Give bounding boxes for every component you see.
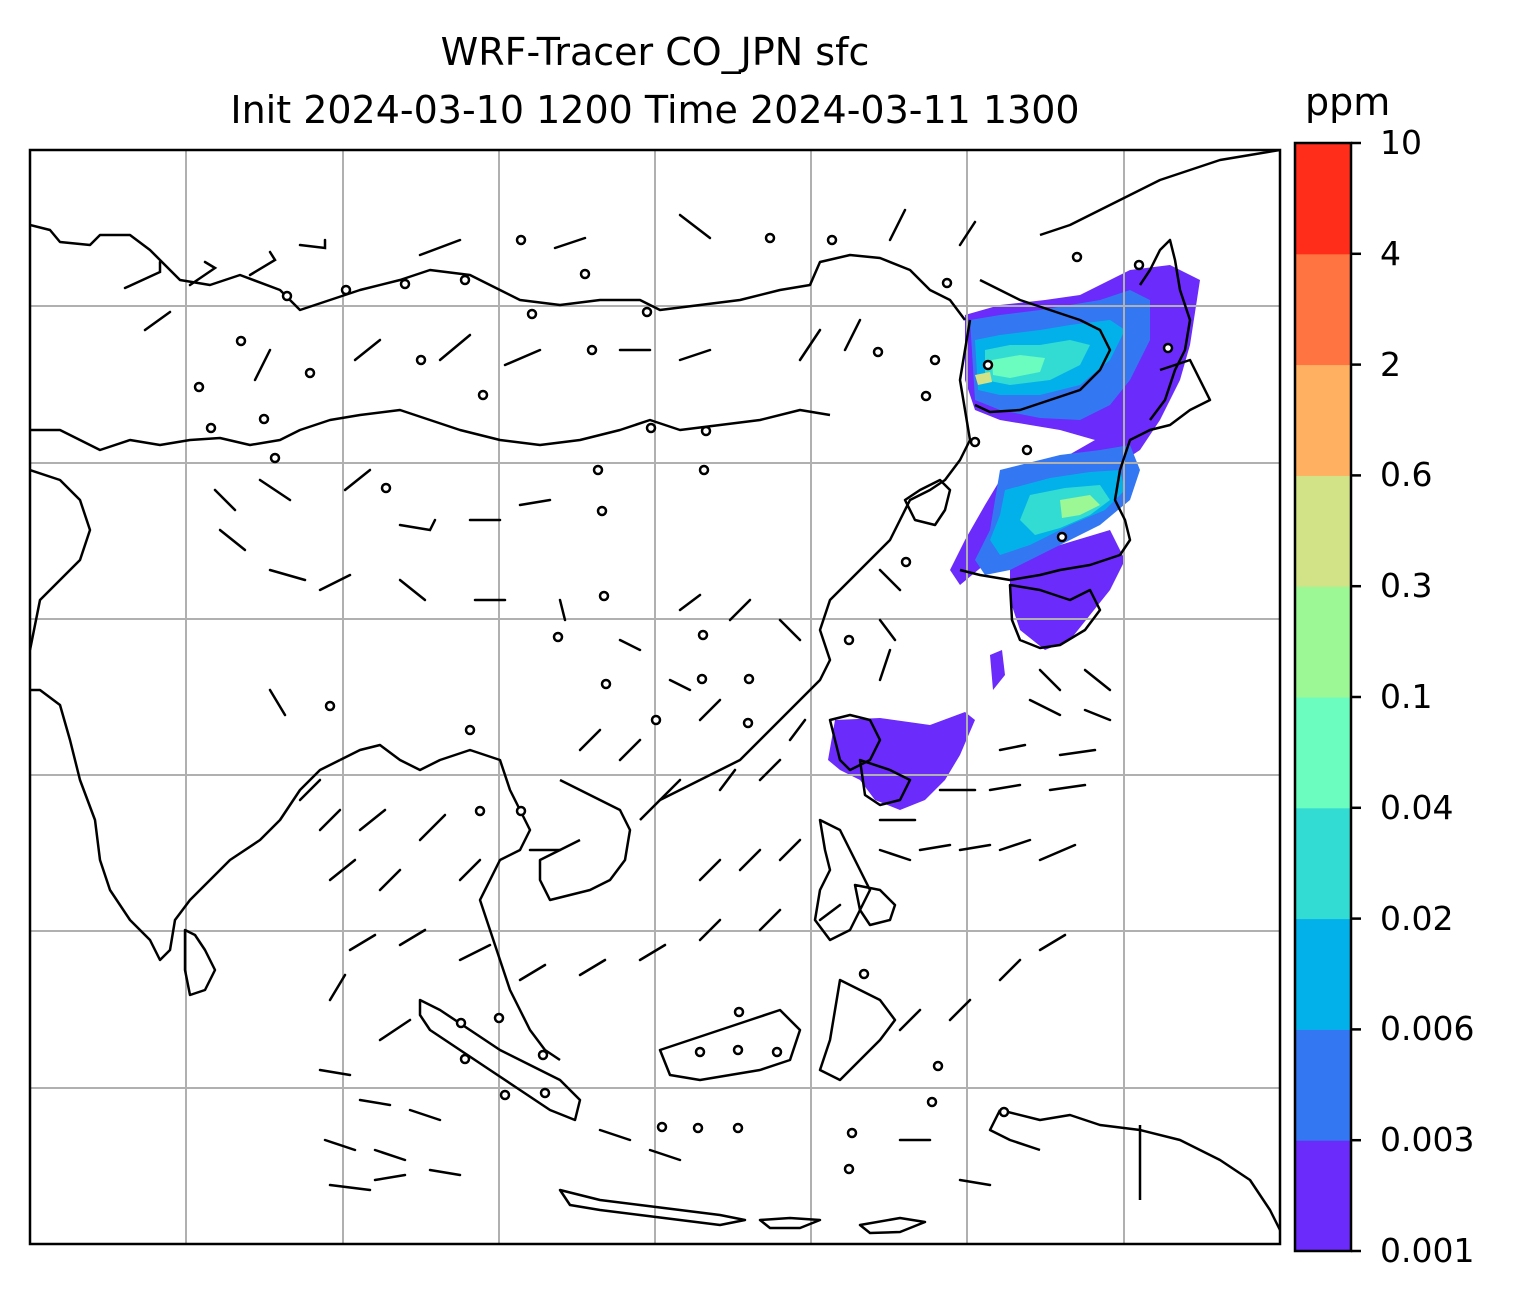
- colorbar-tick-label: 4: [1380, 233, 1401, 273]
- colorbar-tick-label: 0.3: [1380, 566, 1433, 606]
- map-title-line1: WRF-Tracer CO_JPN sfc: [440, 30, 870, 74]
- colorbar-segment: [1295, 1140, 1351, 1252]
- tracer-plume: [828, 265, 1200, 810]
- colorbar-segment: [1295, 253, 1351, 366]
- colorbar-tick-label: 10: [1380, 123, 1422, 162]
- colorbar-unit-label: ppm: [1305, 80, 1391, 124]
- colorbar-segment: [1295, 143, 1351, 255]
- colorbar-tick-label: 0.6: [1380, 455, 1433, 495]
- colorbar-segment: [1295, 364, 1351, 476]
- colorbar-segment: [1295, 586, 1351, 698]
- colorbar-segment: [1295, 475, 1351, 587]
- colorbar-tick-label: 0.003: [1380, 1120, 1475, 1160]
- colorbar-segment: [1295, 697, 1351, 809]
- calm-wind-markers: [193, 232, 1174, 1175]
- colorbar-tick-label: 0.1: [1380, 677, 1433, 716]
- colorbar-tick-label: 2: [1380, 344, 1401, 384]
- colorbar: [1293, 141, 1361, 1253]
- colorbar-tick-label: 0.02: [1380, 898, 1454, 938]
- map-title-line2: Init 2024-03-10 1200 Time 2024-03-11 130…: [230, 88, 1080, 132]
- wind-barbs: [123, 208, 1112, 1192]
- colorbar-tick-label: 0.006: [1380, 1009, 1475, 1049]
- colorbar-segment: [1295, 1029, 1351, 1141]
- coastlines: [30, 150, 1280, 1235]
- colorbar-tick-label: 0.001: [1380, 1231, 1475, 1270]
- colorbar-segment: [1295, 807, 1351, 920]
- colorbar-segment: [1295, 918, 1351, 1030]
- map-frame: [28, 148, 1282, 1246]
- colorbar-tick-label: 0.04: [1380, 787, 1454, 827]
